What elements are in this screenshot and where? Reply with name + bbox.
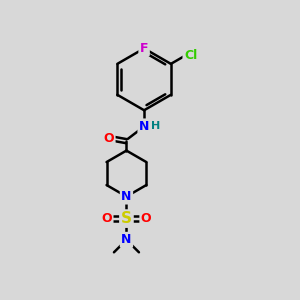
- Text: S: S: [121, 211, 132, 226]
- Text: Cl: Cl: [184, 49, 197, 62]
- Text: N: N: [121, 190, 132, 203]
- Text: O: O: [101, 212, 112, 225]
- Text: O: O: [103, 132, 114, 145]
- Text: N: N: [139, 120, 149, 133]
- Text: O: O: [141, 212, 152, 225]
- Text: F: F: [140, 42, 148, 55]
- Text: N: N: [121, 233, 132, 246]
- Text: H: H: [151, 122, 160, 131]
